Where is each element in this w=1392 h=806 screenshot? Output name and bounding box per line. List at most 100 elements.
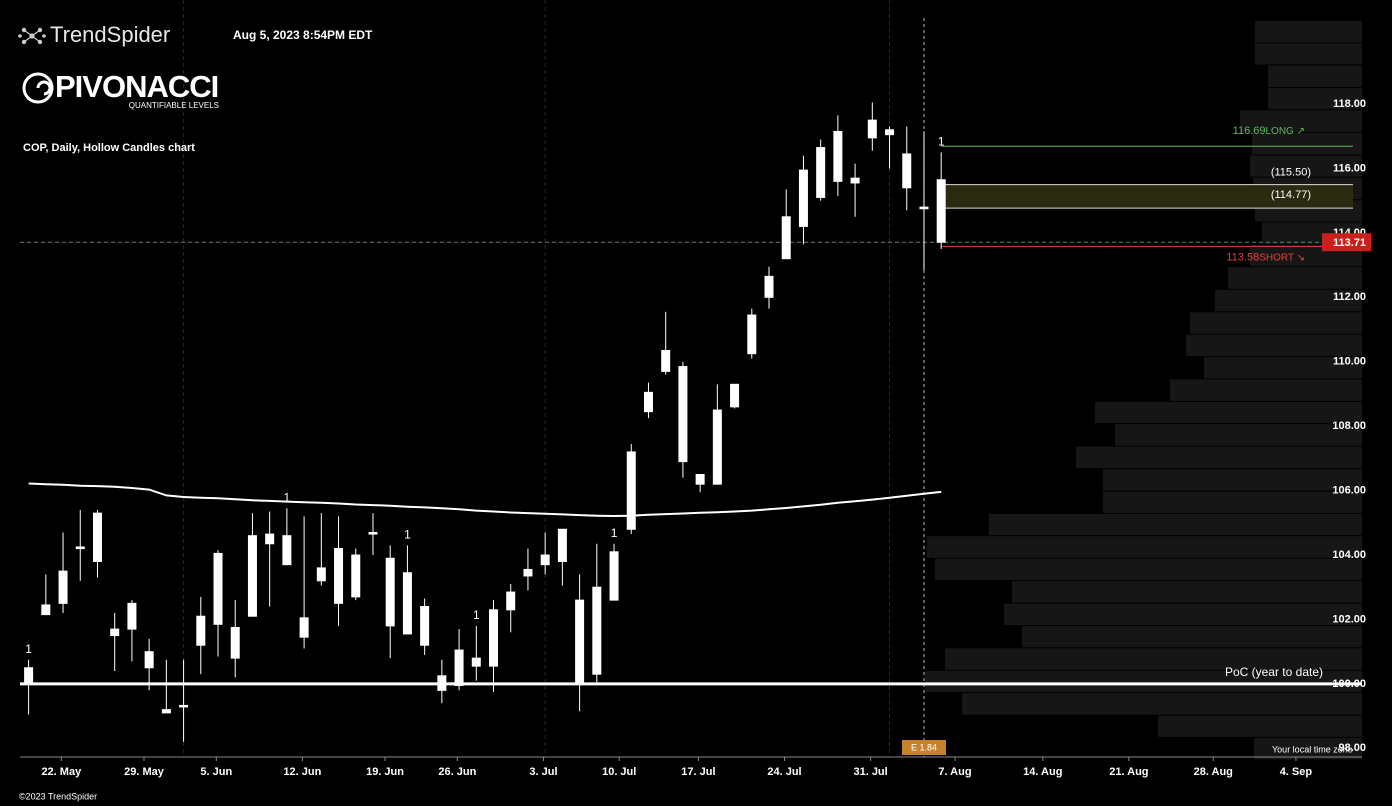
level-value: 113.58 <box>1226 251 1259 263</box>
profile-bar <box>1170 379 1362 401</box>
x-tick-label: 31. Jul <box>853 766 887 778</box>
candle-body <box>523 569 533 577</box>
candle-body <box>506 591 516 611</box>
profile-bar <box>1103 469 1362 491</box>
candle-body <box>282 535 292 566</box>
x-tick-label: 19. Jun <box>366 766 404 778</box>
candle-body <box>902 153 912 189</box>
poc-label: PoC (year to date) <box>1225 665 1323 679</box>
candle-body <box>437 675 447 691</box>
candle-body <box>833 130 843 182</box>
candle-marker: 1 <box>938 135 945 149</box>
y-tick-label: 110.00 <box>1333 356 1366 368</box>
candle-body <box>489 609 499 667</box>
candle-body <box>730 383 740 408</box>
candle-body <box>230 627 240 659</box>
candle-body <box>299 617 309 638</box>
profile-bar <box>1022 626 1362 648</box>
candle-body <box>179 704 189 708</box>
x-tick-label: 21. Aug <box>1109 766 1148 778</box>
candle-body <box>764 275 774 298</box>
candle-marker: 1 <box>284 490 291 504</box>
level-label: 113.58SHORT ↘ <box>1226 251 1305 263</box>
x-tick-label: 3. Jul <box>529 766 557 778</box>
zone-bottom-label: (114.77) <box>1271 189 1311 201</box>
profile-bar <box>989 513 1362 536</box>
zone <box>941 184 1353 209</box>
candle-marker: 1 <box>25 642 32 656</box>
candle-body <box>265 533 275 545</box>
x-tick-label: 22. May <box>41 766 82 778</box>
event-box <box>901 740 946 755</box>
profile-bar <box>1076 446 1362 469</box>
level-tag: LONG ↗ <box>1266 126 1306 137</box>
profile-bar <box>925 670 1362 693</box>
y-tick-label: 102.00 <box>1332 613 1366 625</box>
y-tick-label: 112.00 <box>1333 291 1366 303</box>
candle-body <box>385 557 395 627</box>
candle-body <box>334 548 344 604</box>
candle-body <box>936 179 946 243</box>
profile-bar <box>1103 491 1362 513</box>
candle-body <box>213 552 223 625</box>
chart-title: COP, Daily, Hollow Candles chart <box>23 142 195 154</box>
candle-marker: 1 <box>404 528 411 542</box>
candle-body <box>867 119 877 139</box>
candle-body <box>144 651 154 669</box>
candle-body <box>58 570 68 604</box>
profile-bar <box>1190 312 1362 334</box>
candle-body <box>127 602 137 630</box>
candle-body <box>471 657 481 667</box>
candle-body <box>885 129 895 136</box>
last-price-box <box>1322 233 1371 252</box>
candle-body <box>919 206 929 210</box>
event-label: E 1.84 <box>911 742 937 752</box>
x-tick-label: 10. Jul <box>602 766 636 778</box>
labels: 98.00 100.00 102.00 104.00 106.00 108.00 110.0… <box>25 98 1371 778</box>
x-tick-label: 26. Jun <box>438 766 476 778</box>
profile-bar <box>1268 65 1362 88</box>
candle-body <box>712 409 722 485</box>
candle-body <box>695 473 705 485</box>
profile-bar <box>927 536 1362 558</box>
footer: ©2023 TrendSpider <box>19 791 97 801</box>
candle-body <box>196 615 206 646</box>
level-tag: SHORT ↘ <box>1259 252 1305 263</box>
candle-body <box>24 667 34 685</box>
profile-bar <box>1004 603 1362 626</box>
grid <box>20 0 1362 761</box>
x-tick-label: 12. Jun <box>283 766 321 778</box>
profile-bar <box>1115 424 1362 446</box>
candle-body <box>575 599 585 683</box>
x-tick-label: 14. Aug <box>1023 766 1062 778</box>
candles <box>24 102 946 742</box>
logo-icon <box>22 72 54 104</box>
candle-body <box>781 216 791 260</box>
timezone-note: Your local time zone <box>1272 744 1353 754</box>
timestamp: Aug 5, 2023 8:54PM EDT <box>233 28 373 42</box>
profile-bar <box>1268 88 1362 110</box>
candle-body <box>557 528 567 562</box>
candle-body <box>661 349 671 372</box>
candle-body <box>92 512 102 562</box>
profile-bar <box>962 693 1362 715</box>
x-tick-label: 29. May <box>124 766 165 778</box>
brand: TrendSpider <box>50 22 170 47</box>
profile-bar <box>935 558 1362 580</box>
x-tick-label: 4. Sep <box>1280 766 1313 778</box>
candle-body <box>798 169 808 227</box>
logo: PIVONACCI <box>55 69 218 104</box>
candle-body <box>609 551 619 601</box>
x-tick-label: 17. Jul <box>681 766 715 778</box>
candle-body <box>626 451 636 530</box>
profile-bar <box>1204 357 1362 379</box>
profile-bar <box>1255 20 1362 43</box>
brand-icon <box>18 27 46 45</box>
x-tick-label: 7. Aug <box>938 766 971 778</box>
candle-body <box>540 554 550 566</box>
x-tick-label: 24. Jul <box>767 766 801 778</box>
profile-bar <box>1095 401 1362 424</box>
levels <box>20 18 1362 757</box>
profile-bar <box>1186 334 1362 357</box>
